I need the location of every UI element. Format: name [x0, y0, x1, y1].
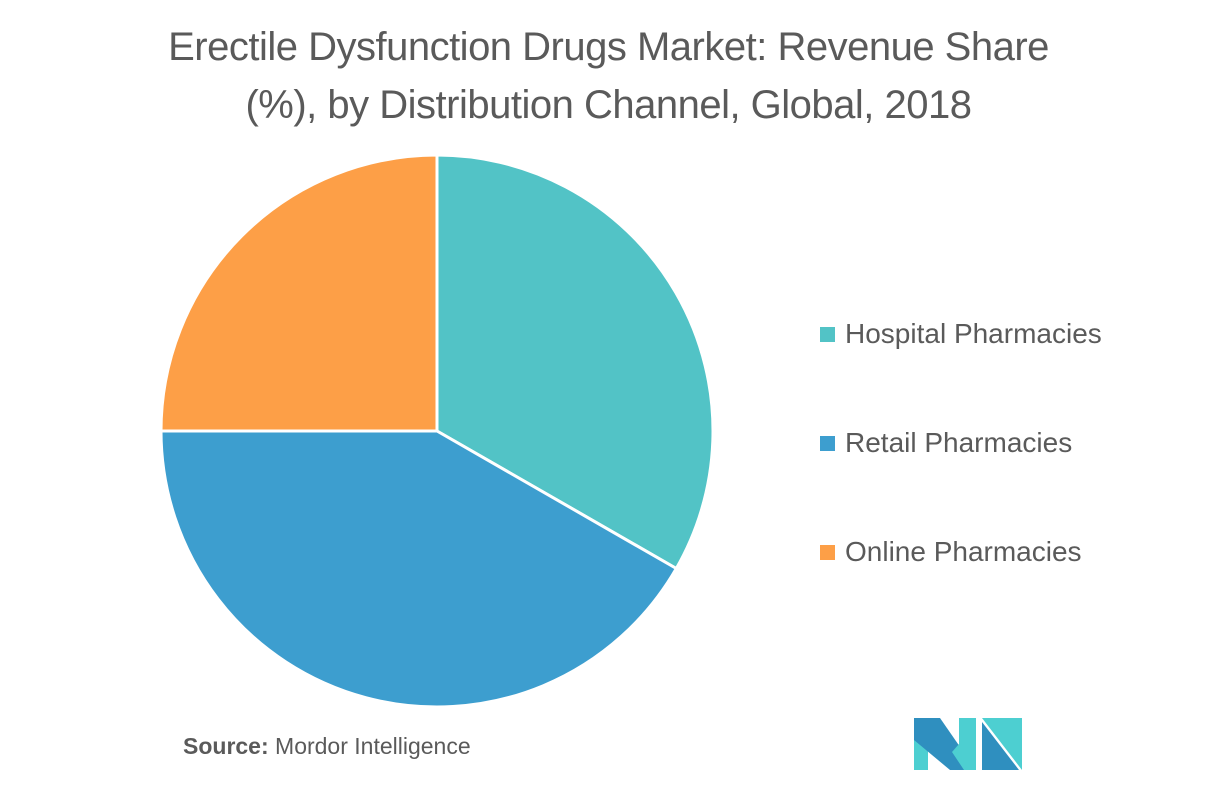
chart-title-line1: Erectile Dysfunction Drugs Market: Reven…	[168, 25, 1049, 69]
chart-title-line2: (%), by Distribution Channel, Global, 20…	[245, 83, 972, 127]
legend-item-online: Online Pharmacies	[820, 536, 1082, 568]
legend-swatch-retail	[820, 435, 835, 451]
mordor-logo-icon	[914, 718, 1022, 770]
pie-slice-retail	[159, 429, 679, 709]
chart-title: Erectile Dysfunction Drugs Market: Reven…	[0, 18, 1217, 134]
legend-label: Retail Pharmacies	[845, 427, 1073, 458]
legend-swatch-hospital	[820, 326, 835, 342]
source-prefix: Source:	[183, 733, 269, 759]
legend-label: Hospital Pharmacies	[845, 318, 1102, 349]
pie-slice-online	[159, 153, 439, 433]
source-text: Mordor Intelligence	[268, 733, 471, 759]
legend-swatch-online	[820, 544, 835, 560]
pie-slice-hospital	[435, 153, 715, 571]
source-note: Source: Mordor Intelligence	[183, 733, 471, 760]
legend-item-retail: Retail Pharmacies	[820, 427, 1072, 459]
legend-label: Online Pharmacies	[845, 536, 1082, 567]
legend-item-hospital: Hospital Pharmacies	[820, 318, 1102, 350]
